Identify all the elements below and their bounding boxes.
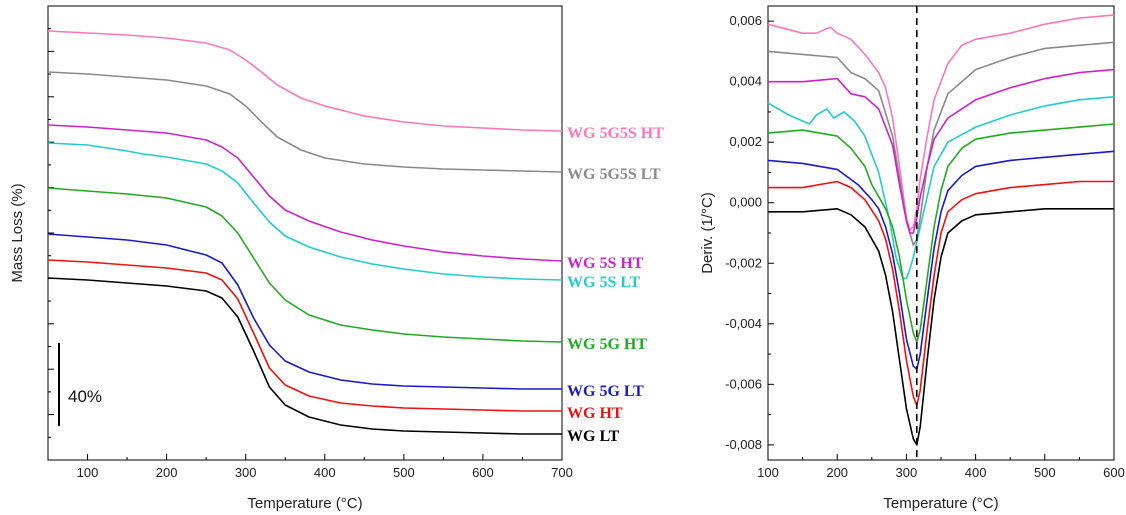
left-x-tick-label: 300 bbox=[235, 465, 257, 480]
left-series-labels: WG 5G5S HT WG 5G5S LT WG 5S HT WG 5S LT WG 5… bbox=[567, 125, 664, 445]
derivative-panel: 100 200 300 400 500 600 0,006 0,004 0,002 0,000 -… bbox=[699, 5, 1125, 512]
right-y-tick-label: -0,006 bbox=[725, 376, 762, 391]
deriv-line-wg-5s-lt bbox=[767, 96, 1115, 280]
series-line-wg-5s-lt bbox=[47, 142, 563, 281]
left-plot-frame bbox=[47, 5, 563, 461]
series-label-wg-5g5s-ht: WG 5G5S HT bbox=[567, 125, 664, 142]
series-label-wg-5s-lt: WG 5S LT bbox=[567, 274, 641, 291]
left-x-tick-label: 500 bbox=[393, 465, 415, 480]
deriv-line-wg-5s-ht bbox=[768, 68, 1115, 234]
series-line-wg-5s-ht bbox=[47, 124, 563, 262]
right-y-tick-label: -0,008 bbox=[725, 437, 762, 452]
right-y-tick-label: 0,006 bbox=[729, 13, 762, 28]
right-y-tick-label: 0,000 bbox=[729, 195, 762, 210]
series-label-wg-5g-lt: WG 5G LT bbox=[567, 383, 644, 400]
right-y-tick-label: 0,002 bbox=[729, 134, 762, 149]
deriv-line-wg-5g5s-lt bbox=[767, 41, 1115, 246]
left-x-ticks: 100 200 300 400 500 600 700 bbox=[47, 454, 573, 480]
series-label-wg-5s-ht: WG 5S HT bbox=[567, 255, 644, 272]
right-x-tick-label: 200 bbox=[826, 465, 848, 480]
series-line-wg-5g5s-lt bbox=[47, 71, 563, 173]
left-x-tick-label: 100 bbox=[77, 465, 99, 480]
right-x-ticks: 100 200 300 400 500 600 bbox=[757, 454, 1125, 480]
left-y-ticks bbox=[48, 5, 54, 461]
deriv-line-wg-5g-ht bbox=[767, 123, 1115, 343]
left-x-tick-label: 400 bbox=[314, 465, 336, 480]
series-label-wg-5g5s-lt: WG 5G5S LT bbox=[567, 166, 661, 183]
series-line-wg-ht bbox=[47, 259, 562, 412]
left-y-axis-title: Mass Loss (%) bbox=[9, 183, 26, 282]
series-label-wg-ht: WG HT bbox=[567, 405, 623, 422]
series-line-wg-5g-ht bbox=[47, 187, 563, 343]
series-line-wg-5g5s-ht bbox=[47, 30, 563, 132]
right-y-tick-label: 0,004 bbox=[729, 74, 762, 89]
left-series-lines bbox=[47, 30, 563, 435]
left-x-tick-label: 600 bbox=[472, 465, 494, 480]
scale-bar-label: 40% bbox=[68, 387, 102, 406]
right-y-axis-title: Deriv. (1/°C) bbox=[699, 192, 716, 274]
right-series-lines bbox=[767, 14, 1115, 446]
right-x-tick-label: 300 bbox=[896, 465, 918, 480]
right-y-tick-label: -0,002 bbox=[725, 255, 762, 270]
right-x-tick-label: 600 bbox=[1103, 465, 1125, 480]
series-line-wg-5g-lt bbox=[47, 233, 562, 390]
left-x-tick-label: 200 bbox=[156, 465, 178, 480]
series-line-wg-lt bbox=[47, 277, 562, 435]
right-x-tick-label: 100 bbox=[757, 465, 779, 480]
right-x-tick-label: 500 bbox=[1034, 465, 1056, 480]
right-y-tick-label: -0,004 bbox=[725, 316, 762, 331]
right-x-axis-title: Temperature (°C) bbox=[883, 495, 998, 512]
right-x-tick-label: 400 bbox=[965, 465, 987, 480]
series-label-wg-5g-ht: WG 5G HT bbox=[567, 336, 647, 353]
deriv-line-wg-5g5s-ht bbox=[767, 14, 1115, 231]
left-x-axis-title: Temperature (°C) bbox=[247, 495, 362, 512]
series-label-wg-lt: WG LT bbox=[567, 428, 620, 445]
deriv-line-wg-lt bbox=[768, 208, 1114, 446]
right-y-ticks: 0,006 0,004 0,002 0,000 -0,002 -0,004 -0,006 -0… bbox=[725, 13, 774, 452]
left-x-tick-label: 700 bbox=[551, 465, 573, 480]
